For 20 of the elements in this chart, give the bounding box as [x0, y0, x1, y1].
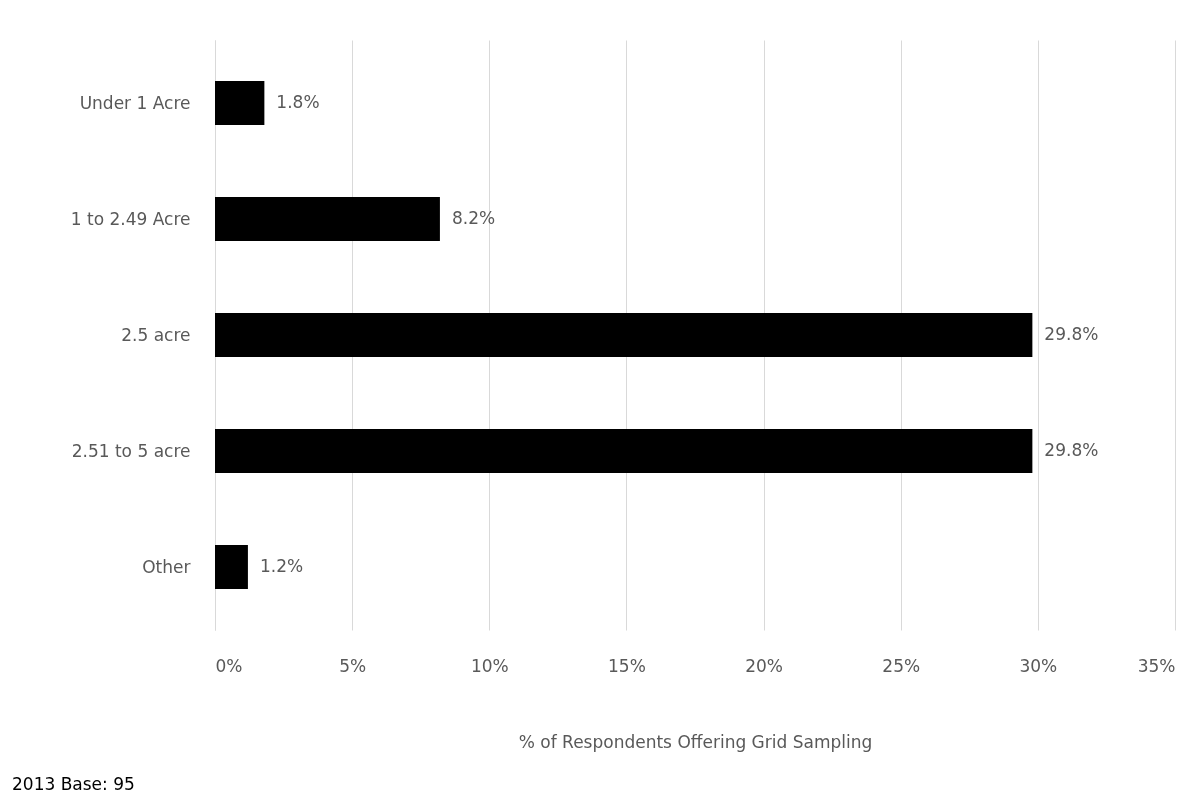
y-tick-label: 2.5 acre	[121, 324, 191, 345]
x-tick-label: 30%	[1019, 655, 1058, 676]
y-tick-label: 1 to 2.49 Acre	[70, 208, 191, 229]
data-label: 29.8%	[1044, 324, 1099, 344]
x-tick-label: 5%	[339, 655, 367, 676]
x-tick-label: 0%	[215, 655, 243, 676]
data-label: 29.8%	[1044, 440, 1099, 460]
y-tick-label: Other	[142, 556, 191, 577]
x-tick-label: 25%	[882, 655, 921, 676]
y-tick-label: Under 1 Acre	[79, 92, 191, 113]
x-tick-label: 20%	[745, 655, 783, 676]
data-label: 1.8%	[276, 92, 320, 112]
x-axis-title: % of Respondents Offering Grid Sampling	[518, 731, 873, 752]
x-tick-label: 15%	[608, 655, 646, 676]
y-tick-label: 2.51 to 5 acre	[71, 440, 191, 461]
data-label: 1.2%	[259, 556, 304, 576]
x-tick-label: 35%	[1137, 655, 1176, 676]
text: 2013 Base: 95	[12, 774, 135, 794]
x-tick-label: 10%	[470, 655, 509, 676]
data-label: 8.2%	[451, 208, 496, 228]
